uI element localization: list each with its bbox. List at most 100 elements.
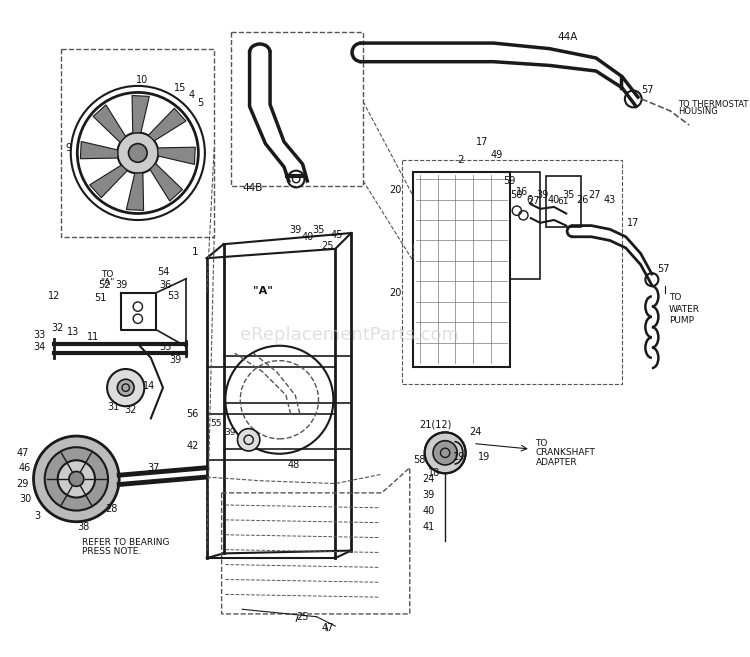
Text: TO: TO [536, 439, 548, 448]
Text: 17: 17 [476, 137, 488, 147]
Text: ADAPTER: ADAPTER [536, 458, 577, 466]
Text: 13: 13 [67, 327, 79, 337]
Text: 32: 32 [52, 323, 64, 333]
Text: 17: 17 [627, 218, 640, 228]
Text: 30: 30 [19, 494, 32, 505]
Text: 26: 26 [576, 194, 588, 204]
Circle shape [424, 432, 466, 473]
Polygon shape [158, 147, 195, 164]
Text: 6: 6 [526, 194, 532, 204]
Text: 19: 19 [478, 453, 490, 463]
Text: 20: 20 [389, 288, 402, 298]
Text: 52: 52 [98, 280, 110, 290]
Text: REFER TO BEARING: REFER TO BEARING [82, 537, 170, 547]
Polygon shape [126, 173, 143, 210]
Text: 44A: 44A [558, 32, 578, 41]
Text: 39: 39 [169, 355, 182, 365]
Text: 39: 39 [224, 428, 236, 437]
Text: 43: 43 [604, 194, 616, 204]
Text: 10: 10 [136, 76, 148, 85]
Text: 37: 37 [148, 463, 160, 473]
Text: PRESS NOTE.: PRESS NOTE. [82, 547, 141, 556]
Text: 29: 29 [16, 478, 28, 489]
Text: 55: 55 [210, 419, 222, 428]
Text: 28: 28 [106, 504, 118, 514]
Circle shape [128, 144, 147, 162]
Text: 50: 50 [511, 190, 523, 200]
Text: 25: 25 [322, 241, 334, 251]
Text: 27: 27 [588, 190, 601, 200]
Text: 24: 24 [469, 427, 482, 438]
Text: TO THERMOSTAT: TO THERMOSTAT [678, 100, 748, 109]
Text: TO: TO [669, 293, 681, 302]
Text: WATER: WATER [669, 305, 700, 314]
Text: 45: 45 [331, 230, 344, 240]
Text: 39: 39 [115, 280, 128, 290]
Text: 53: 53 [167, 291, 179, 302]
Text: 39: 39 [289, 225, 302, 235]
Text: HOUSING: HOUSING [678, 108, 718, 116]
Circle shape [107, 369, 144, 406]
Text: 21(12): 21(12) [420, 420, 452, 430]
Text: 33: 33 [33, 330, 45, 340]
Text: 61: 61 [558, 197, 569, 206]
Text: 16: 16 [516, 187, 529, 197]
Text: 32: 32 [124, 405, 136, 415]
Text: 39: 39 [536, 190, 548, 200]
Text: 48: 48 [287, 460, 299, 470]
Bar [413, 171, 510, 367]
Text: 40: 40 [422, 505, 434, 516]
Circle shape [117, 133, 158, 173]
Text: PUMP: PUMP [669, 316, 694, 325]
Circle shape [34, 436, 119, 522]
Polygon shape [148, 108, 186, 141]
Text: 57: 57 [657, 264, 669, 275]
Polygon shape [150, 164, 182, 201]
Bar [546, 176, 581, 227]
Text: 11: 11 [87, 332, 99, 342]
Polygon shape [90, 165, 128, 198]
Text: 49: 49 [490, 150, 502, 160]
Text: 25: 25 [296, 612, 309, 622]
Circle shape [433, 441, 457, 465]
Text: 39: 39 [422, 489, 434, 500]
Polygon shape [93, 105, 126, 143]
Text: 12: 12 [48, 291, 60, 302]
Text: "A": "A" [100, 278, 114, 287]
Polygon shape [132, 95, 149, 133]
Text: 4: 4 [189, 90, 195, 101]
Circle shape [45, 447, 108, 510]
Text: TO: TO [101, 269, 113, 279]
Text: 44B: 44B [242, 183, 262, 193]
Text: 3: 3 [34, 511, 40, 521]
Text: 19: 19 [453, 453, 465, 463]
Text: 41: 41 [422, 522, 434, 532]
Text: 56: 56 [187, 409, 199, 419]
Text: 5: 5 [197, 98, 203, 108]
Text: 24: 24 [422, 474, 434, 484]
Text: 20: 20 [389, 185, 402, 195]
Text: 38: 38 [78, 522, 90, 532]
Text: 31: 31 [107, 402, 120, 412]
Circle shape [117, 379, 134, 396]
Text: 55: 55 [160, 342, 172, 351]
Text: 59: 59 [503, 176, 515, 186]
Text: 27: 27 [527, 196, 540, 206]
Text: 15: 15 [173, 83, 186, 93]
Polygon shape [80, 141, 118, 159]
Text: 40: 40 [548, 194, 560, 204]
Text: 2: 2 [458, 156, 464, 166]
Circle shape [69, 472, 84, 486]
Text: 58: 58 [413, 455, 425, 465]
Text: 47: 47 [322, 623, 334, 633]
Circle shape [238, 428, 260, 451]
Circle shape [58, 461, 95, 497]
Text: 42: 42 [187, 442, 199, 451]
Text: 35: 35 [312, 225, 325, 235]
Text: "A": "A" [253, 286, 272, 296]
Text: 40: 40 [302, 232, 313, 242]
Text: 14: 14 [143, 381, 155, 391]
Text: 51: 51 [94, 293, 106, 304]
Text: 36: 36 [160, 280, 172, 290]
Text: 35: 35 [562, 190, 574, 200]
